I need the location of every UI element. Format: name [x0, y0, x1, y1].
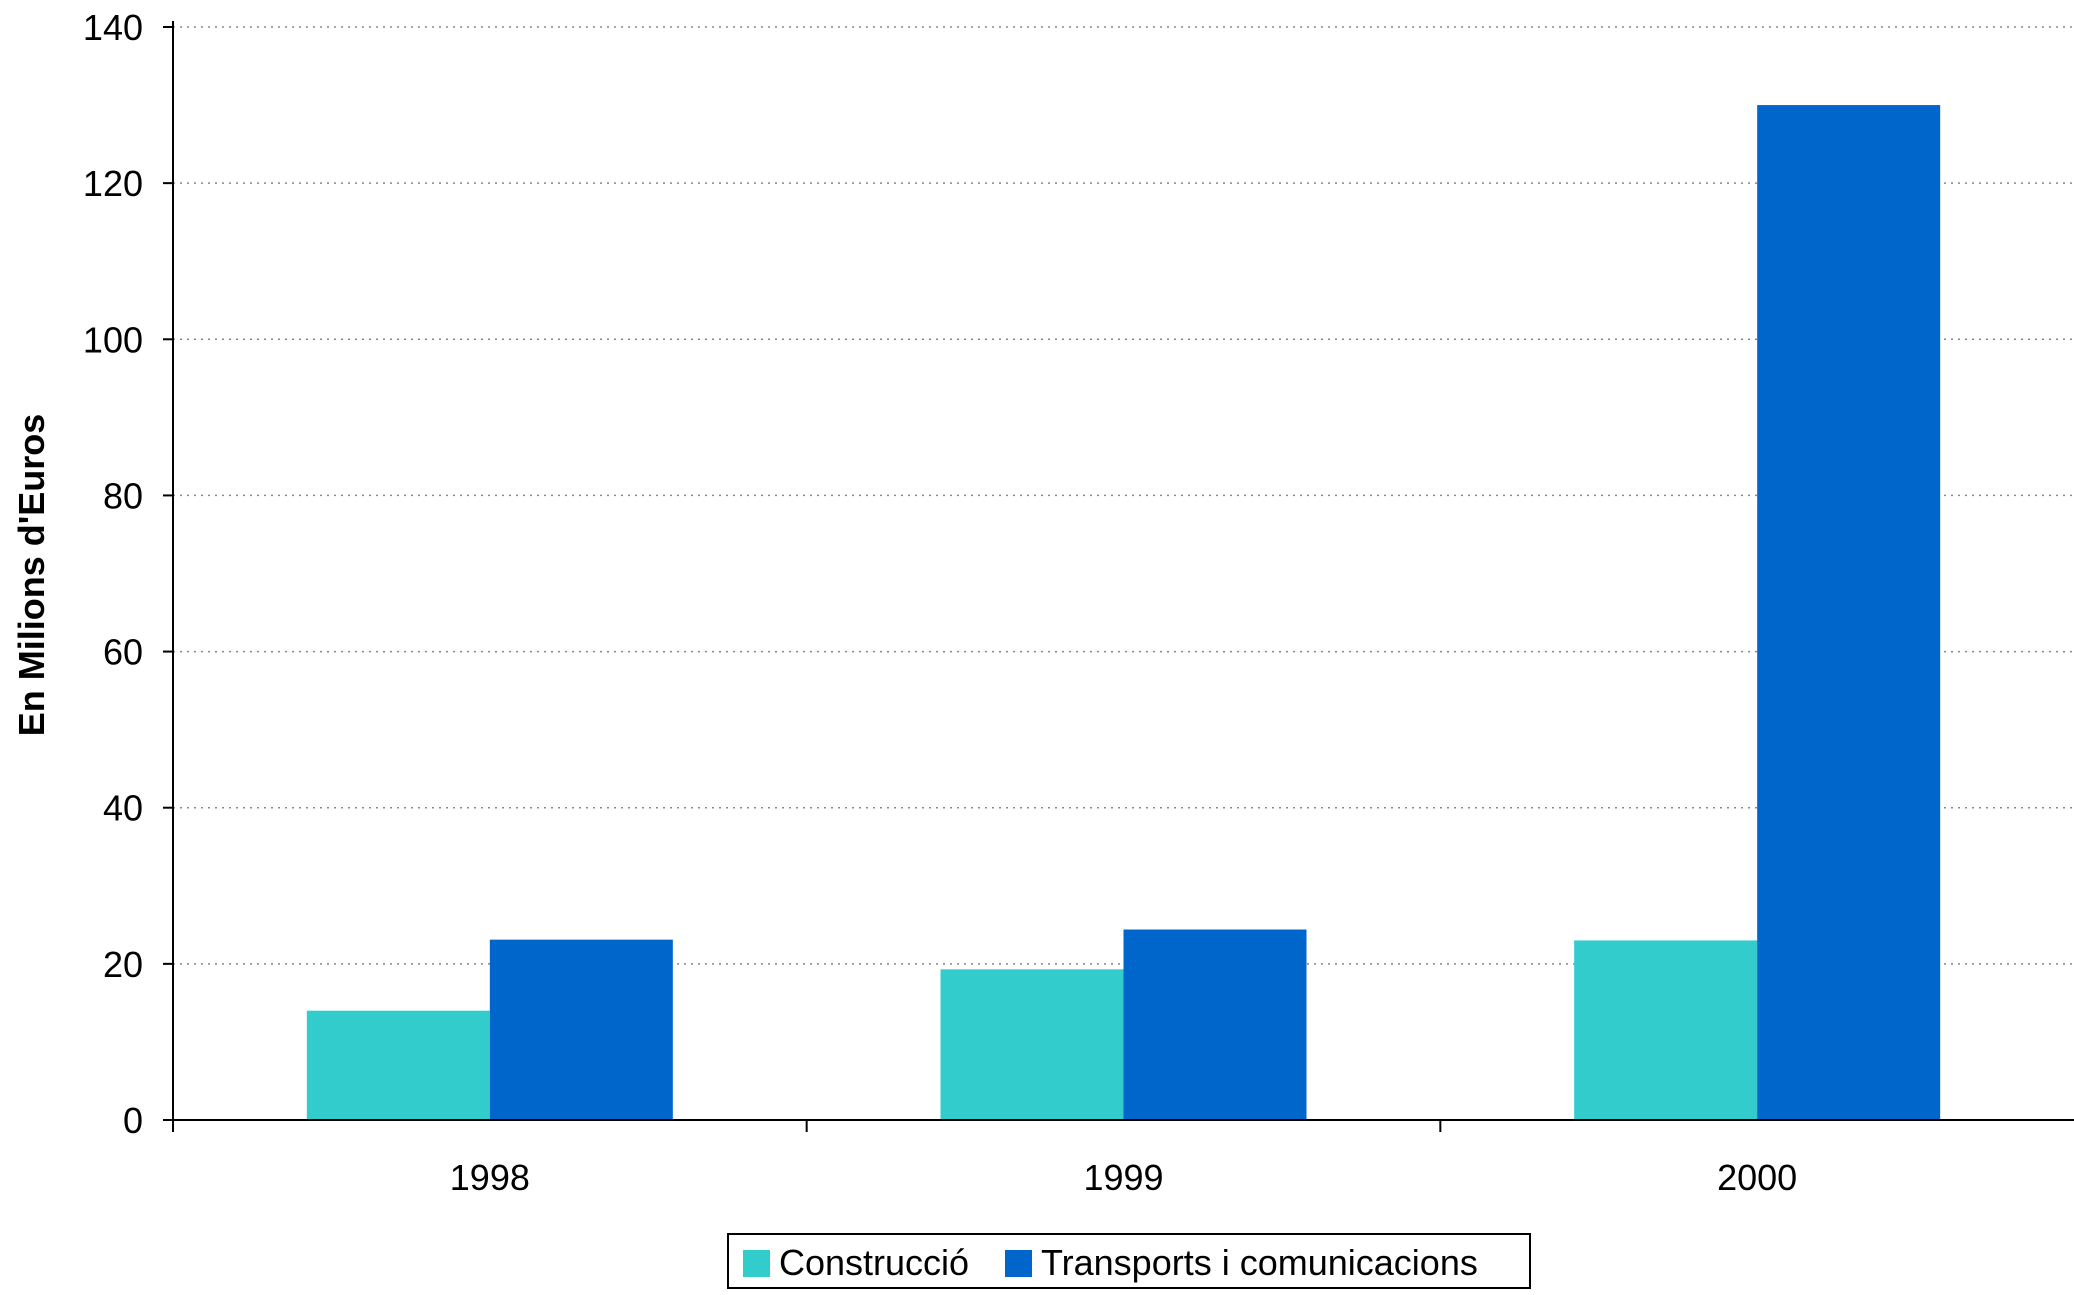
legend-box	[727, 1233, 1531, 1289]
x-tick-labels: 1998 1999 2000	[450, 1157, 1797, 1198]
x-tick-label-2000: 2000	[1717, 1157, 1797, 1198]
y-tick-labels: 0 20 40 60 80 100 120 140	[83, 7, 143, 1141]
legend-label-transports: Transports i comunicacions	[1041, 1242, 1478, 1283]
y-tick-label-40: 40	[103, 788, 143, 829]
bar-2000-series-1	[1757, 105, 1941, 1121]
bars	[306, 105, 1941, 1121]
legend-label-construccio: Construcció	[779, 1242, 969, 1283]
legend-swatch-construccio	[743, 1250, 770, 1277]
y-tick-label-20: 20	[103, 944, 143, 985]
y-tick-label-0: 0	[123, 1100, 143, 1141]
bar-1999-series-1	[1123, 929, 1307, 1120]
y-tick-label-120: 120	[83, 163, 143, 204]
y-tick-label-60: 60	[103, 632, 143, 673]
y-tick-label-140: 140	[83, 7, 143, 48]
x-tick-label-1998: 1998	[450, 1157, 530, 1198]
x-tick-label-1999: 1999	[1083, 1157, 1163, 1198]
legend: Construcció Transports i comunicacions	[727, 1233, 1531, 1289]
bar-1998-series-0	[306, 1010, 490, 1120]
bar-1999-series-0	[940, 969, 1124, 1120]
y-tick-label-100: 100	[83, 319, 143, 360]
axes	[163, 21, 2074, 1132]
bar-2000-series-0	[1574, 940, 1758, 1120]
legend-swatch-transports	[1005, 1250, 1032, 1277]
y-tick-label-80: 80	[103, 475, 143, 516]
bar-1998-series-1	[489, 939, 673, 1120]
y-axis-title: En Milions d'Euros	[11, 414, 52, 737]
